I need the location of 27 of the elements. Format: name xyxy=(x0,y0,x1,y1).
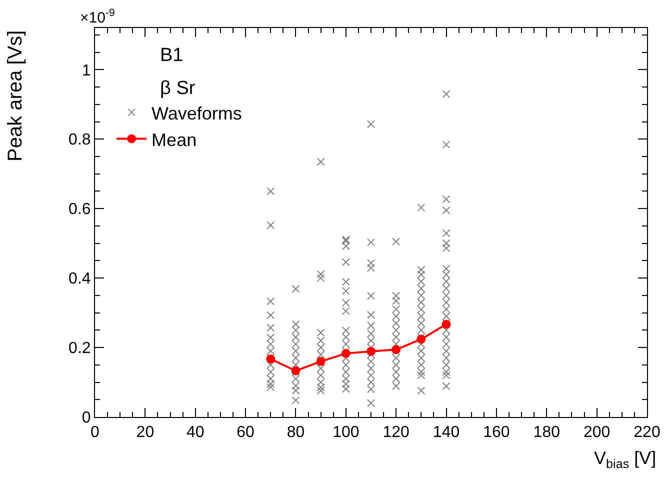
x-tick-label: 180 xyxy=(533,424,560,442)
x-tick-label: 160 xyxy=(483,424,510,442)
y-tick-label: 0.6 xyxy=(68,201,91,218)
x-tick-label: 60 xyxy=(236,424,255,442)
y-tick-label: 0.8 xyxy=(68,132,91,149)
x-tick-label: 20 xyxy=(136,424,154,442)
x-tick-label: 200 xyxy=(583,424,610,442)
point xyxy=(341,348,350,358)
y-tick-label: 0 xyxy=(82,410,91,427)
x-tick-label: 140 xyxy=(432,424,460,442)
annotation: β Sr xyxy=(160,78,196,99)
point xyxy=(416,334,426,344)
text: ×10$^{-9}$ xyxy=(80,7,115,26)
point xyxy=(366,346,376,356)
x-tick-label: 80 xyxy=(286,424,305,442)
y-tick-label: 0.2 xyxy=(68,340,91,358)
x-tick-label: 40 xyxy=(186,424,204,442)
y-axis-title: Peak area [Vs] xyxy=(4,30,26,162)
x-tick-label: 100 xyxy=(332,424,360,442)
legend-label: Mean xyxy=(152,130,197,150)
x-tick-label: 120 xyxy=(382,424,410,442)
annotation: B1 xyxy=(160,45,184,66)
y-tick-label: 1 xyxy=(82,62,91,80)
x-tick-label: 220 xyxy=(634,424,660,442)
y-tick-label: 0.4 xyxy=(68,270,91,288)
legend-label: Waveforms xyxy=(152,103,242,124)
x-axis-title: V$_{bias}$ [V] xyxy=(594,448,656,471)
